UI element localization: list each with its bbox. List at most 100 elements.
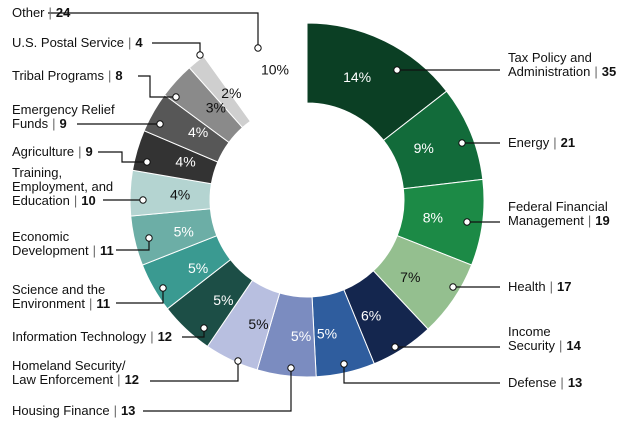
label-separator: | bbox=[594, 64, 597, 79]
label-separator: | bbox=[553, 135, 556, 150]
label-separator: | bbox=[128, 35, 131, 50]
label-line: Economic bbox=[12, 229, 70, 244]
category-label: Housing Finance | 13 bbox=[12, 403, 135, 418]
percent-label: 5% bbox=[248, 316, 268, 332]
percent-label: 4% bbox=[188, 124, 208, 140]
label-separator: | bbox=[74, 193, 77, 208]
percent-label: 9% bbox=[414, 140, 434, 156]
leader-line bbox=[152, 42, 201, 55]
label-line: Management bbox=[508, 213, 584, 228]
label-count: 21 bbox=[561, 135, 575, 150]
category-label: Tax Policy and Administration | 35 bbox=[508, 50, 616, 79]
leader-dot bbox=[254, 44, 262, 52]
label-line: Energy bbox=[508, 135, 550, 150]
leader-dot bbox=[463, 218, 471, 226]
category-label: Information Technology | 12 bbox=[12, 329, 172, 344]
category-label: Defense | 13 bbox=[508, 375, 582, 390]
category-label: Income Security | 14 bbox=[508, 324, 582, 353]
percent-label: 5% bbox=[213, 292, 233, 308]
label-line: Housing Finance bbox=[12, 403, 110, 418]
label-line: Law Enforcement bbox=[12, 372, 114, 387]
label-separator: | bbox=[89, 296, 92, 311]
label-separator: | bbox=[559, 338, 562, 353]
label-line: Science and the bbox=[12, 282, 105, 297]
label-count: 10 bbox=[81, 193, 95, 208]
label-count: 9 bbox=[86, 144, 93, 159]
leader-dot bbox=[172, 93, 180, 101]
leader-dot bbox=[139, 196, 147, 204]
category-label: Training, Employment, and Education | 10 bbox=[12, 165, 113, 208]
label-count: 19 bbox=[595, 213, 609, 228]
label-line: Tribal Programs bbox=[12, 68, 104, 83]
label-count: 4 bbox=[135, 35, 143, 50]
leader-line bbox=[116, 288, 164, 304]
percent-label: 3% bbox=[206, 100, 226, 116]
leader-dot bbox=[391, 343, 399, 351]
label-separator: | bbox=[49, 5, 52, 20]
label-line: Information Technology bbox=[12, 329, 147, 344]
leader-dot bbox=[145, 234, 153, 242]
label-line: Administration bbox=[508, 64, 590, 79]
percent-label: 8% bbox=[423, 210, 443, 226]
label-count: 24 bbox=[56, 5, 71, 20]
label-line: Agriculture bbox=[12, 144, 74, 159]
label-separator: | bbox=[117, 372, 120, 387]
category-label: Federal Financial Management | 19 bbox=[508, 199, 610, 228]
label-count: 11 bbox=[100, 243, 114, 258]
label-line: Income bbox=[508, 324, 551, 339]
category-label: Tribal Programs | 8 bbox=[12, 68, 123, 83]
percent-label: 5% bbox=[188, 260, 208, 276]
label-line: Emergency Relief bbox=[12, 102, 115, 117]
label-line: Funds bbox=[12, 116, 49, 131]
percent-label: 10% bbox=[261, 62, 289, 78]
label-line: Tax Policy and bbox=[508, 50, 592, 65]
leader-line bbox=[116, 238, 150, 251]
percent-label: 7% bbox=[400, 269, 420, 285]
leader-dot bbox=[393, 66, 401, 74]
category-label: Homeland Security/Law Enforcement | 12 bbox=[12, 358, 139, 387]
label-count: 8 bbox=[115, 68, 122, 83]
label-count: 35 bbox=[602, 64, 616, 79]
slices bbox=[129, 22, 485, 378]
leader-line bbox=[98, 151, 147, 163]
label-line: Health bbox=[508, 279, 546, 294]
percent-label: 6% bbox=[361, 307, 381, 323]
percent-label: 4% bbox=[170, 187, 190, 203]
label-line: Defense bbox=[508, 375, 556, 390]
leader-line bbox=[150, 361, 239, 382]
label-separator: | bbox=[588, 213, 591, 228]
percent-label: 5% bbox=[317, 326, 337, 342]
label-line: U.S. Postal Service bbox=[12, 35, 124, 50]
leader-dot bbox=[340, 360, 348, 368]
leader-line bbox=[343, 364, 500, 384]
label-line: Training, bbox=[12, 165, 62, 180]
label-line: Security bbox=[508, 338, 555, 353]
label-count: 14 bbox=[566, 338, 581, 353]
leader-dot bbox=[143, 158, 151, 166]
label-separator: | bbox=[108, 68, 111, 83]
label-separator: | bbox=[560, 375, 563, 390]
label-count: 13 bbox=[121, 403, 135, 418]
label-separator: | bbox=[78, 144, 81, 159]
leader-line bbox=[143, 368, 292, 412]
label-separator: | bbox=[93, 243, 96, 258]
percent-label: 14% bbox=[343, 69, 371, 85]
label-count: 17 bbox=[557, 279, 571, 294]
label-count: 12 bbox=[158, 329, 172, 344]
category-label: Emergency Relief Funds | 9 bbox=[12, 102, 115, 131]
label-count: 12 bbox=[125, 372, 139, 387]
percent-label: 5% bbox=[291, 328, 311, 344]
leaders bbox=[48, 12, 500, 412]
label-separator: | bbox=[550, 279, 553, 294]
category-label: Energy | 21 bbox=[508, 135, 575, 150]
label-count: 11 bbox=[96, 296, 110, 311]
category-label: Other | 24 bbox=[12, 5, 71, 20]
leader-dot bbox=[159, 284, 167, 292]
label-line: Environment bbox=[12, 296, 85, 311]
label-line: Development bbox=[12, 243, 89, 258]
percent-label: 2% bbox=[221, 85, 241, 101]
slice bbox=[203, 22, 308, 122]
label-separator: | bbox=[52, 116, 55, 131]
label-count: 13 bbox=[568, 375, 582, 390]
